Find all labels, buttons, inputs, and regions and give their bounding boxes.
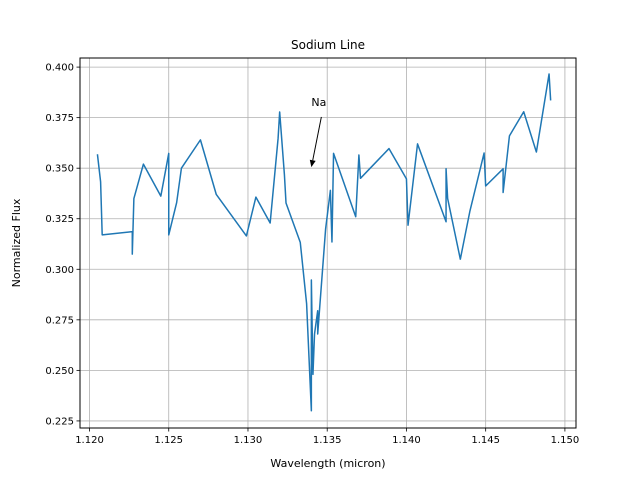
x-tick-label: 1.125 xyxy=(154,435,183,446)
annotation: Na xyxy=(309,96,326,168)
x-tick-label: 1.150 xyxy=(551,435,580,446)
x-tick-label: 1.130 xyxy=(234,435,263,446)
y-tick-label: 0.275 xyxy=(45,315,74,326)
y-axis-ticks: 0.225 0.250 0.275 0.300 0.325 0.350 0.375 0.400 xyxy=(45,63,80,427)
series-line xyxy=(96,73,552,412)
x-axis-label: Wavelength (micron) xyxy=(270,457,385,470)
y-tick-label: 0.375 xyxy=(45,113,74,124)
plot-frame xyxy=(79,57,577,429)
x-tick-label: 1.140 xyxy=(392,435,421,446)
x-tick-label: 1.145 xyxy=(471,435,500,446)
annotation-arrowhead xyxy=(309,159,316,168)
annotation-label: Na xyxy=(311,96,326,109)
y-tick-label: 0.225 xyxy=(45,416,74,427)
y-tick-label: 0.300 xyxy=(45,265,74,276)
x-tick-label: 1.135 xyxy=(313,435,342,446)
annotation-arrow xyxy=(312,116,322,161)
grid xyxy=(80,58,576,428)
x-axis-ticks: 1.120 1.125 1.130 1.135 1.140 1.145 1.150 xyxy=(75,428,579,446)
y-tick-label: 0.250 xyxy=(45,366,74,377)
y-tick-label: 0.350 xyxy=(45,164,74,175)
y-tick-label: 0.400 xyxy=(45,63,74,74)
y-tick-label: 0.325 xyxy=(45,214,74,225)
y-axis-label: Normalized Flux xyxy=(10,198,23,287)
x-tick-label: 1.120 xyxy=(75,435,104,446)
chart-title: Sodium Line xyxy=(291,38,365,52)
